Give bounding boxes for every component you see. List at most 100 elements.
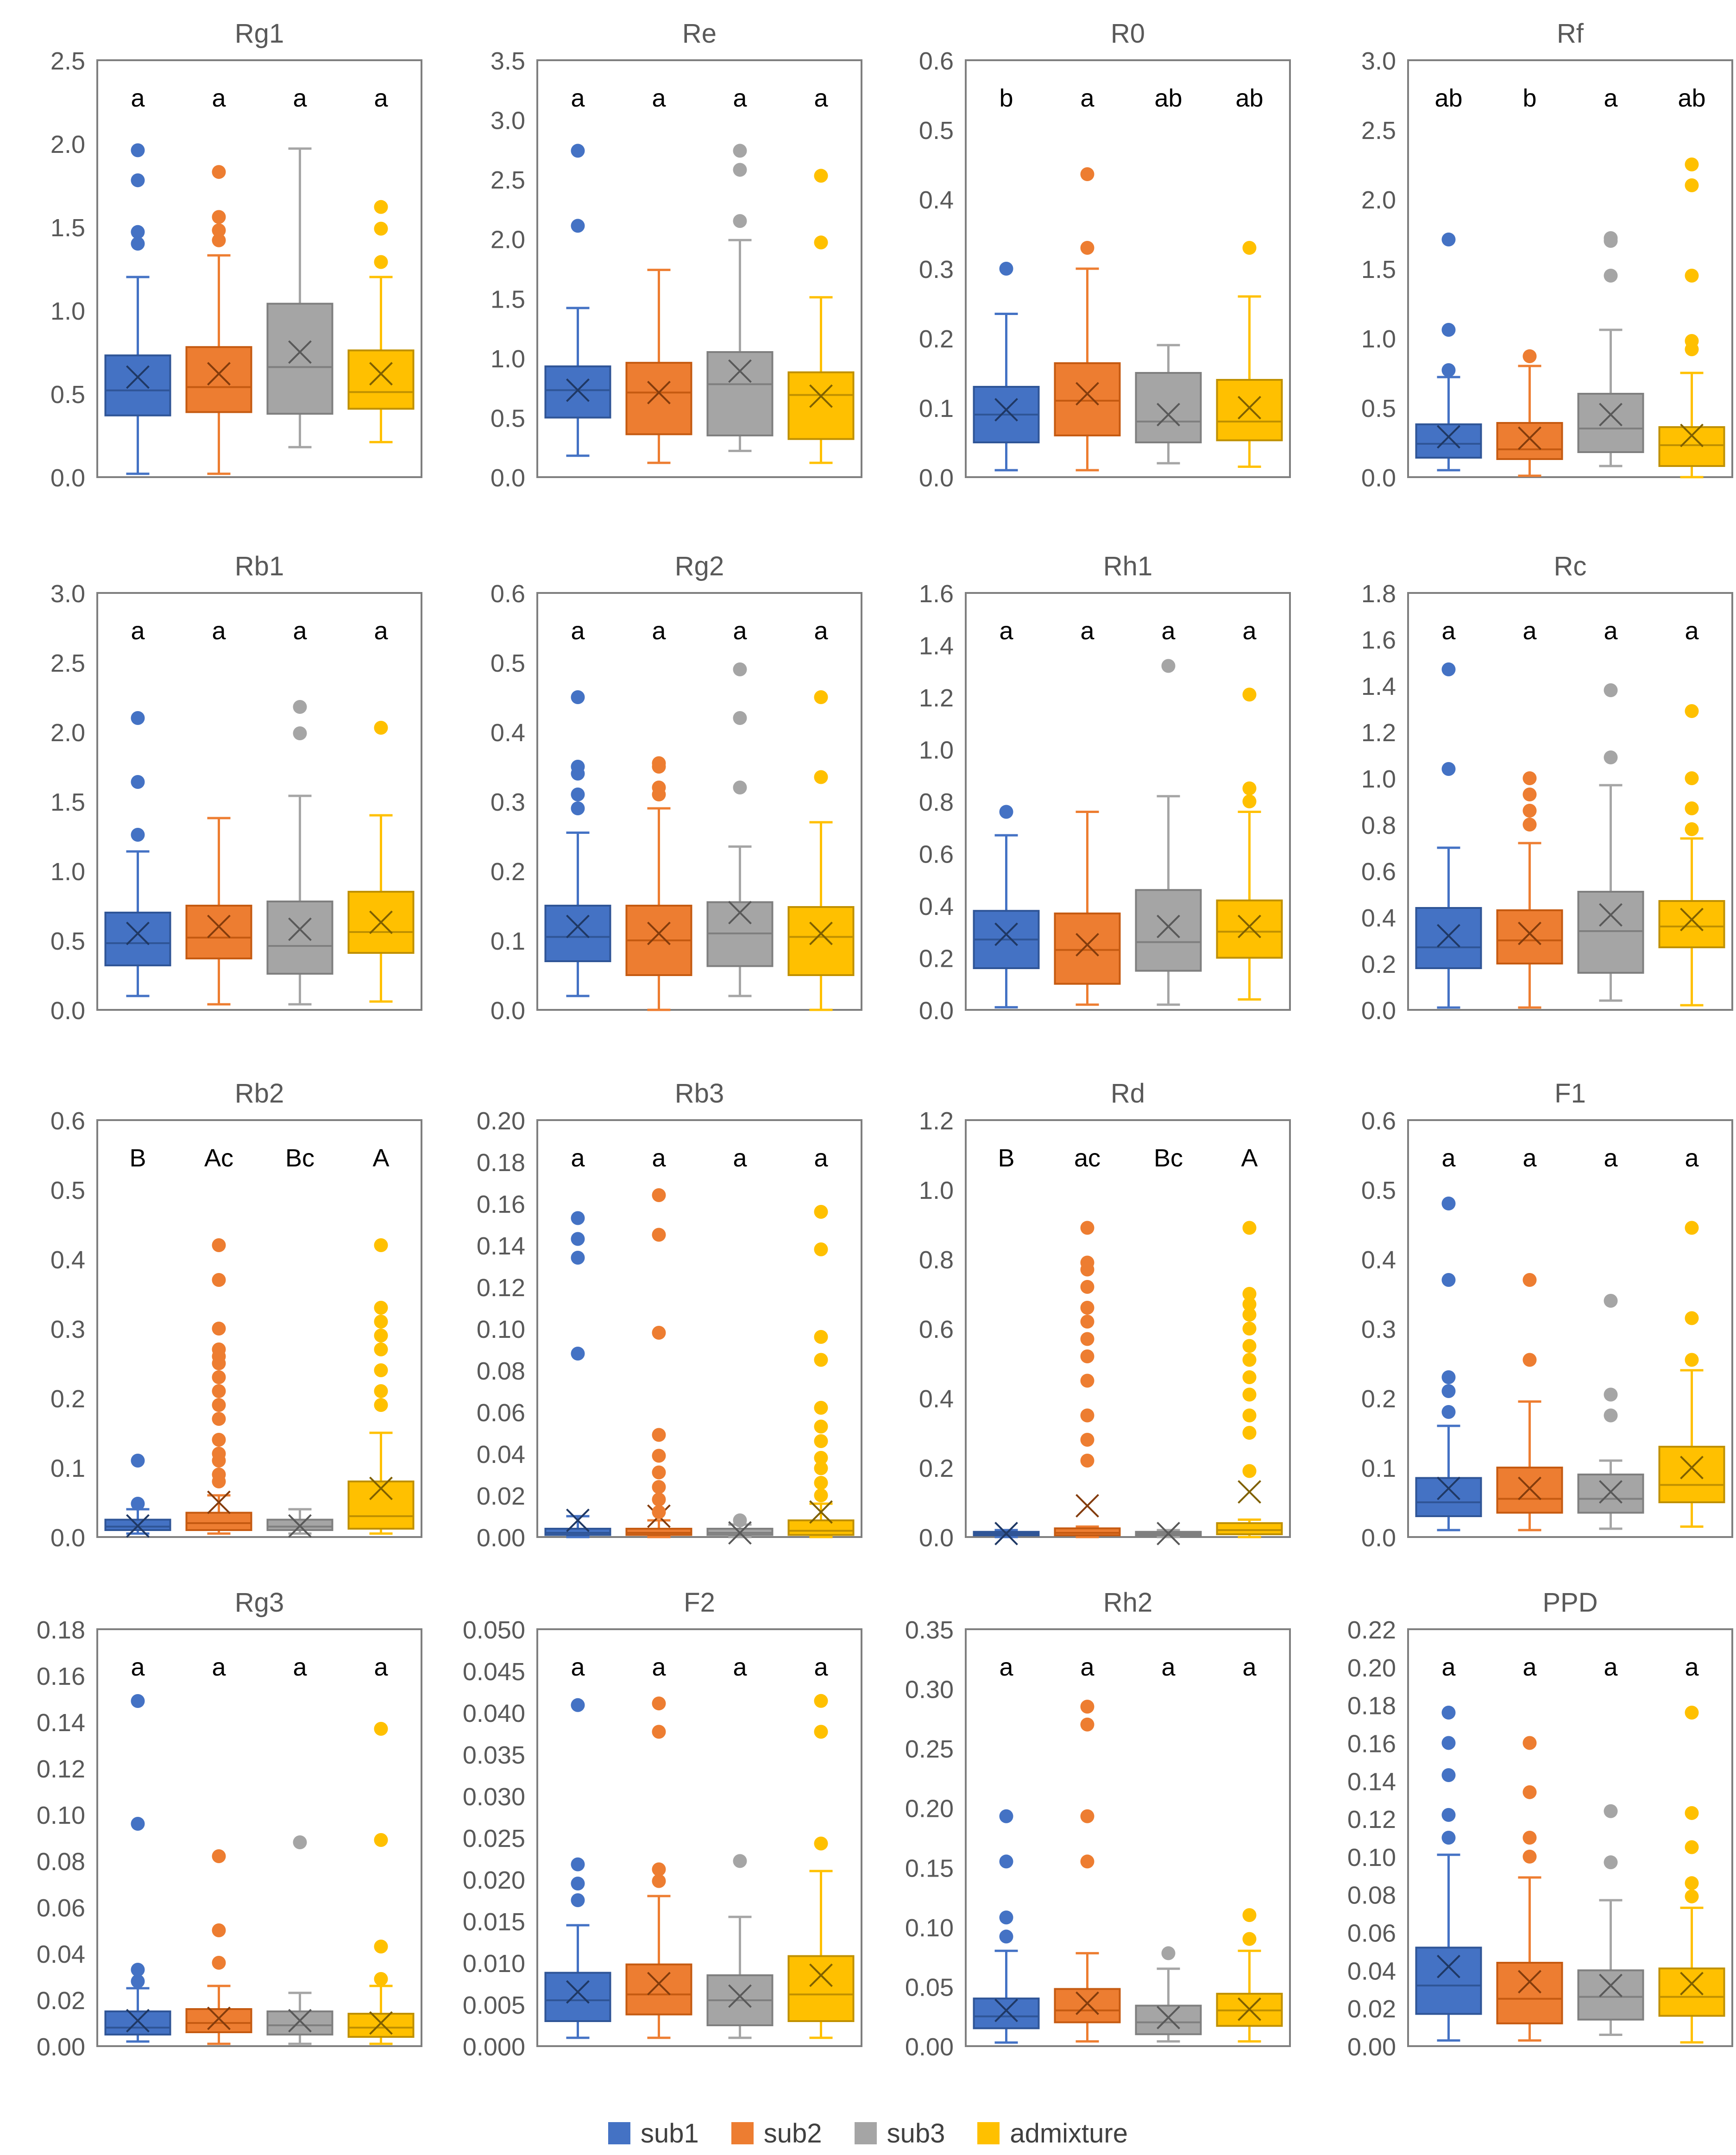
panel-title: Rh2	[1103, 1588, 1152, 1618]
plot-frame	[1407, 1628, 1733, 2047]
box-iqr	[1054, 912, 1121, 985]
mean-marker	[1076, 1991, 1099, 2015]
y-tick-label: 0.8	[1361, 812, 1396, 839]
box-sub2	[1054, 1700, 1121, 2043]
outlier-point	[374, 1363, 388, 1377]
outlier-point	[212, 223, 226, 238]
outlier-point	[1441, 1768, 1456, 1782]
y-tick-label: 0.14	[1347, 1768, 1396, 1796]
outlier-point	[571, 788, 585, 801]
panel-title: F2	[684, 1588, 715, 1618]
outlier-point	[571, 1211, 585, 1225]
outlier-point	[1685, 1889, 1699, 1903]
mean-marker	[809, 921, 833, 945]
outlier-point	[212, 1398, 226, 1412]
y-tick-label: 0.04	[37, 1941, 85, 1968]
outlier-point	[1604, 683, 1618, 697]
y-tick-label: 0.2	[1361, 1385, 1396, 1413]
y-tick-label: 3.5	[491, 47, 525, 75]
box-iqr	[973, 1997, 1040, 2029]
box-admixture	[1216, 1221, 1283, 1538]
outlier-point	[1604, 1408, 1618, 1423]
panel-title: F1	[1554, 1078, 1586, 1109]
box-iqr	[1577, 1969, 1644, 2021]
outlier-point	[374, 1238, 388, 1252]
outlier-point	[1080, 1315, 1094, 1329]
outlier-point	[571, 219, 585, 233]
y-tick-label: 0.16	[1347, 1730, 1396, 1758]
mean-marker	[1680, 423, 1704, 447]
mean-marker	[809, 1963, 833, 1987]
panel-title: Rg3	[235, 1588, 284, 1618]
mean-marker	[369, 362, 393, 386]
box-iqr	[787, 1519, 855, 1536]
y-tick-label: 0.2	[919, 1455, 954, 1482]
significance-letter: a	[1080, 617, 1094, 645]
outlier-point	[652, 1696, 666, 1711]
outlier-point	[1685, 1353, 1699, 1367]
y-tick-label: 0.5	[1361, 395, 1396, 422]
mean-marker	[1437, 924, 1460, 948]
outlier-point	[652, 1862, 666, 1877]
mean-marker	[1518, 921, 1541, 945]
outlier-point	[733, 662, 747, 676]
box-sub3	[1135, 1946, 1202, 2043]
mean-marker	[1157, 914, 1180, 939]
box-sub1	[104, 711, 171, 997]
y-tick-label: 0.0	[1361, 997, 1396, 1025]
outlier-point	[1522, 818, 1537, 832]
outlier-point	[1522, 1353, 1537, 1367]
box-iqr	[185, 905, 252, 959]
outlier-point	[571, 1857, 585, 1871]
significance-letter: a	[1522, 1144, 1537, 1172]
significance-letter: a	[652, 617, 666, 645]
outlier-point	[1080, 1854, 1094, 1869]
outlier-point	[571, 1251, 585, 1265]
outlier-point	[1242, 781, 1257, 795]
outlier-point	[1604, 269, 1618, 283]
mean-marker	[994, 1522, 1018, 1545]
mean-marker	[288, 2009, 312, 2033]
outlier-point	[1522, 788, 1537, 801]
significance-letter: a	[571, 1144, 585, 1172]
box-iqr	[104, 912, 171, 966]
outlier-point	[1242, 241, 1257, 255]
outlier-point	[652, 1874, 666, 1888]
outlier-point	[1242, 1287, 1257, 1301]
box-admixture	[1658, 1706, 1725, 2044]
outlier-point	[131, 143, 145, 158]
y-tick-label: 0.0	[50, 997, 85, 1025]
legend-label-sub2: sub2	[763, 2118, 822, 2149]
box-sub2	[185, 165, 252, 475]
y-tick-label: 0.6	[50, 1107, 85, 1135]
y-tick-label: 0.16	[37, 1663, 85, 1690]
outlier-point	[1242, 1932, 1257, 1946]
box-sub1	[544, 144, 611, 457]
panel-title: Rb1	[235, 551, 284, 581]
plot-frame	[1407, 592, 1733, 1011]
box-iqr	[1577, 393, 1644, 453]
y-tick-label: 0.005	[463, 1991, 525, 2019]
significance-letter: a	[374, 617, 388, 645]
outlier-point	[1080, 1454, 1094, 1468]
y-tick-label: 0.0	[1361, 1524, 1396, 1552]
outlier-point	[814, 1836, 828, 1851]
box-iqr	[1415, 423, 1482, 459]
y-tick-label: 1.2	[919, 1107, 954, 1135]
box-sub2	[1496, 1273, 1563, 1531]
outlier-point	[131, 173, 145, 188]
y-tick-label: 0.5	[491, 649, 525, 677]
outlier-point	[1685, 178, 1699, 192]
y-tick-label: 0.1	[50, 1455, 85, 1482]
y-tick-label: 0.06	[37, 1894, 85, 1922]
y-tick-label: 1.5	[50, 788, 85, 816]
outlier-point	[212, 1342, 226, 1356]
significance-letter: a	[1522, 617, 1537, 645]
outlier-point	[1685, 1806, 1699, 1820]
box-sub2	[185, 1238, 252, 1535]
panel-rb3: Rb3 0.00 0.02 0.04 0.06 0.08 0.10 0.12 0.14 0.16 0…	[477, 1078, 862, 1552]
box-iqr	[347, 891, 415, 954]
y-tick-label: 1.4	[919, 632, 954, 660]
legend-swatch-sub3	[854, 2122, 877, 2144]
outlier-point	[212, 1447, 226, 1461]
